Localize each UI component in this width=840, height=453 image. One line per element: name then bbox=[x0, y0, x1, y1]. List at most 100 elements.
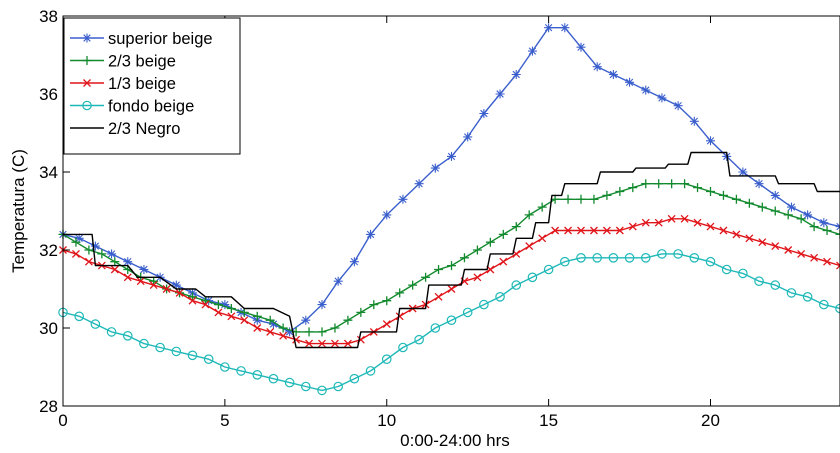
data-point-2-19 bbox=[305, 339, 314, 348]
data-point-2-17 bbox=[279, 331, 288, 340]
data-point-3-1 bbox=[74, 311, 84, 322]
data-point-1-47 bbox=[667, 179, 677, 189]
data-point-1-26 bbox=[395, 288, 405, 298]
legend-item-1: 2/3 beige bbox=[70, 53, 176, 71]
legend-label-3: fondo beige bbox=[108, 98, 194, 116]
legend-item-0: superior beige bbox=[70, 30, 213, 48]
data-point-0-30 bbox=[544, 23, 554, 33]
data-point-1-24 bbox=[369, 300, 379, 310]
data-point-3-6 bbox=[155, 342, 165, 353]
data-point-2-55 bbox=[771, 242, 780, 251]
data-point-3-43 bbox=[754, 276, 764, 286]
data-point-0-14 bbox=[285, 327, 295, 337]
data-point-1-23 bbox=[356, 307, 366, 317]
data-point-1-1 bbox=[71, 237, 81, 247]
data-point-3-16 bbox=[317, 385, 327, 396]
data-point-1-49 bbox=[693, 183, 703, 193]
data-point-3-30 bbox=[543, 264, 554, 275]
data-point-0-20 bbox=[382, 210, 392, 220]
data-point-0-33 bbox=[592, 62, 602, 72]
data-point-2-57 bbox=[797, 249, 806, 258]
data-point-3-36 bbox=[640, 252, 651, 263]
legend: superior beige 2/3 beige 1/3 beige fondo be… bbox=[63, 17, 241, 155]
data-point-2-38 bbox=[551, 226, 560, 235]
data-point-0-34 bbox=[608, 70, 618, 79]
y-axis-label: Temperatura (C) bbox=[9, 149, 28, 273]
data-point-3-37 bbox=[657, 249, 667, 259]
data-point-3-19 bbox=[365, 366, 376, 376]
data-point-0-18 bbox=[349, 257, 359, 267]
data-point-1-57 bbox=[796, 214, 806, 224]
data-point-0-21 bbox=[398, 194, 408, 204]
data-point-3-29 bbox=[527, 272, 538, 283]
data-point-3-33 bbox=[592, 252, 602, 263]
series-4 bbox=[63, 151, 840, 349]
data-point-0-44 bbox=[770, 190, 780, 200]
data-point-3-8 bbox=[187, 350, 198, 361]
data-point-1-20 bbox=[317, 327, 327, 337]
data-point-3-44 bbox=[770, 280, 781, 290]
legend-item-4: 2/3 Negro bbox=[70, 120, 180, 138]
legend-label-0: superior beige bbox=[108, 30, 213, 48]
data-point-3-34 bbox=[608, 252, 619, 263]
data-point-2-21 bbox=[330, 339, 339, 348]
data-point-1-43 bbox=[615, 187, 625, 196]
data-point-1-29 bbox=[434, 265, 444, 274]
data-point-1-50 bbox=[706, 187, 715, 196]
x-tick-label-0: 0 bbox=[58, 411, 67, 430]
data-point-0-36 bbox=[641, 85, 651, 95]
data-point-3-47 bbox=[819, 299, 829, 310]
x-tick-label-10: 10 bbox=[377, 411, 396, 430]
data-point-3-31 bbox=[560, 256, 570, 267]
data-point-1-27 bbox=[408, 280, 418, 290]
series-3 bbox=[58, 249, 840, 396]
data-point-3-42 bbox=[738, 268, 748, 279]
data-point-1-53 bbox=[744, 198, 754, 208]
data-point-2-51 bbox=[719, 226, 728, 235]
data-point-2-22 bbox=[343, 339, 352, 348]
data-point-0-47 bbox=[819, 218, 829, 228]
data-point-2-40 bbox=[577, 226, 585, 235]
data-point-0-40 bbox=[706, 136, 715, 146]
data-point-3-22 bbox=[414, 334, 424, 345]
data-point-2-14 bbox=[240, 316, 249, 325]
data-point-1-46 bbox=[654, 179, 664, 189]
data-point-3-10 bbox=[220, 362, 230, 372]
data-point-0-46 bbox=[803, 210, 813, 220]
data-point-2-43 bbox=[615, 226, 624, 235]
data-point-2-9 bbox=[175, 288, 184, 297]
data-point-1-40 bbox=[576, 194, 586, 204]
x-tick-label-15: 15 bbox=[539, 411, 558, 430]
data-point-1-52 bbox=[731, 194, 741, 204]
legend-item-2: 1/3 beige bbox=[70, 75, 176, 93]
data-point-2-15 bbox=[253, 324, 262, 332]
data-point-2-45 bbox=[641, 218, 650, 227]
data-point-2-26 bbox=[395, 312, 404, 321]
data-point-0-2 bbox=[90, 241, 100, 251]
data-point-1-56 bbox=[783, 210, 793, 220]
data-point-3-18 bbox=[349, 373, 360, 384]
series-1 bbox=[58, 179, 840, 337]
data-point-0-38 bbox=[673, 101, 683, 111]
data-point-1-34 bbox=[498, 229, 508, 239]
data-point-0-39 bbox=[689, 116, 699, 126]
data-point-0-31 bbox=[560, 23, 570, 33]
data-point-1-2 bbox=[84, 245, 94, 255]
data-point-1-41 bbox=[589, 194, 599, 204]
data-point-2-8 bbox=[162, 285, 171, 293]
data-point-1-36 bbox=[524, 210, 534, 220]
data-point-2-54 bbox=[758, 238, 767, 247]
data-point-2-2 bbox=[84, 257, 93, 266]
data-point-2-10 bbox=[188, 296, 197, 305]
data-point-1-13 bbox=[226, 304, 236, 313]
data-point-1-59 bbox=[822, 226, 832, 235]
data-point-1-21 bbox=[330, 323, 340, 333]
legend-marker-1 bbox=[82, 56, 92, 65]
data-point-0-13 bbox=[268, 319, 278, 329]
data-point-2-42 bbox=[602, 226, 611, 235]
data-point-1-48 bbox=[680, 179, 690, 189]
data-point-1-22 bbox=[343, 315, 353, 325]
data-point-2-59 bbox=[823, 257, 832, 266]
data-point-0-29 bbox=[527, 46, 537, 56]
